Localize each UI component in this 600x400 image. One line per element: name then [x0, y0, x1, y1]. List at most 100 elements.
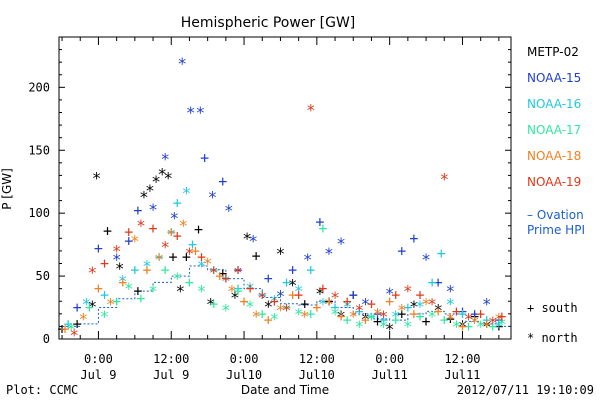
data-point-metp-02: +	[470, 307, 479, 325]
x-tick-label-date: Jul 9	[153, 368, 189, 382]
data-point-noaa-17: *	[148, 282, 158, 301]
data-point-metp-02: +	[218, 265, 227, 283]
x-tick-label-time: 12:00	[444, 352, 480, 366]
data-point-noaa-17: +	[112, 292, 121, 310]
data-point-metp-02: +	[422, 312, 431, 330]
data-point-metp-02: *	[385, 319, 395, 338]
y-tick-label: 200	[28, 80, 50, 94]
data-point-noaa-16: *	[470, 313, 480, 332]
data-point-metp-02: *	[433, 301, 443, 320]
data-point-noaa-19: *	[282, 301, 292, 320]
data-point-noaa-15: +	[434, 273, 443, 291]
data-point-noaa-16: *	[294, 282, 304, 301]
legend-item-noaa-15: NOAA-15	[527, 71, 581, 85]
data-point-noaa-16: +	[155, 248, 164, 266]
x-tick-label-time: 12:00	[299, 352, 335, 366]
data-point-noaa-19: *	[306, 100, 316, 119]
data-point-noaa-19: +	[343, 292, 352, 310]
data-point-noaa-19: *	[160, 238, 170, 257]
data-point-metp-02: +	[349, 286, 358, 304]
data-point-noaa-15: +	[94, 239, 103, 257]
data-point-metp-02: +	[373, 312, 382, 330]
data-point-noaa-16: +	[428, 273, 437, 291]
data-point-noaa-19: *	[379, 307, 389, 326]
data-point-metp-02: *	[92, 168, 102, 187]
data-point-noaa-16: *	[81, 294, 91, 313]
data-point-noaa-16: +	[100, 286, 109, 304]
data-point-metp-02: +	[494, 317, 503, 335]
data-point-noaa-15: *	[112, 250, 122, 269]
data-point-noaa-17: *	[66, 319, 76, 338]
data-point-metp-02: *	[163, 168, 173, 187]
legend-item-noaa-19: NOAA-19	[527, 175, 581, 189]
data-point-noaa-16: +	[379, 311, 388, 329]
data-point-noaa-16: *	[494, 317, 504, 336]
data-point-noaa-15: *	[208, 187, 218, 206]
data-point-noaa-17: +	[185, 273, 194, 291]
data-point-noaa-18: *	[251, 307, 261, 326]
data-point-noaa-15: +	[349, 286, 358, 304]
data-point-noaa-16: +	[458, 305, 467, 323]
data-point-noaa-19: +	[270, 292, 279, 310]
data-point-noaa-19: +	[246, 280, 255, 298]
y-tick-label: 50	[36, 269, 50, 283]
data-point-noaa-16: *	[367, 309, 377, 328]
data-point-noaa-16: +	[437, 244, 446, 262]
data-point-noaa-15: *	[421, 250, 431, 269]
data-point-noaa-18: *	[421, 294, 431, 313]
data-point-noaa-19: *	[403, 282, 413, 301]
data-point-noaa-16: +	[355, 302, 364, 320]
data-point-noaa-18: +	[434, 302, 443, 320]
data-point-metp-02: *	[151, 172, 161, 191]
data-point-noaa-18: +	[61, 320, 70, 338]
data-point-noaa-17: +	[440, 311, 449, 329]
legend: METP-02 NOAA-15 NOAA-16 NOAA-17 NOAA-18 NOAA-…	[527, 45, 581, 189]
data-point-noaa-19: +	[391, 286, 400, 304]
data-point-noaa-15: *	[148, 200, 158, 219]
data-point-metp-02: +	[252, 247, 261, 265]
data-point-noaa-15: *	[276, 287, 286, 306]
data-point-noaa-17: +	[209, 295, 218, 313]
data-point-noaa-17: *	[403, 317, 413, 336]
data-point-metp-02: +	[133, 282, 142, 300]
data-point-noaa-16: *	[142, 257, 152, 276]
data-point-noaa-17: *	[172, 269, 182, 288]
data-point-noaa-18: +	[240, 292, 249, 310]
data-point-noaa-17: *	[452, 317, 462, 336]
data-point-noaa-18: *	[494, 309, 504, 328]
data-point-noaa-18: +	[482, 315, 491, 333]
data-point-noaa-18: +	[361, 311, 370, 329]
x-tick-label-time: 12:00	[153, 352, 189, 366]
data-point-noaa-19: +	[452, 302, 461, 320]
data-point-noaa-18: *	[106, 294, 116, 313]
data-points: + +**+*+*****+*++*+**+***+* +*+* + *+ *+* + *+*…	[58, 54, 507, 345]
data-point-noaa-16: *	[446, 294, 456, 313]
x-tick-label-time: 0:00	[84, 352, 113, 366]
data-point-noaa-16: *	[318, 294, 328, 313]
data-point-noaa-16: *	[342, 297, 352, 316]
data-point-noaa-19: *	[488, 313, 498, 332]
data-point-noaa-16: *	[166, 225, 176, 244]
data-point-metp-02: *	[276, 244, 286, 263]
data-point-noaa-16: +	[482, 311, 491, 329]
data-point-noaa-17: *	[330, 304, 340, 323]
data-point-metp-02: *	[139, 187, 149, 206]
x-tick-label-time: 0:00	[230, 352, 259, 366]
y-tick-label: 150	[28, 143, 50, 157]
data-point-noaa-19: +	[221, 270, 230, 288]
data-point-noaa-19: *	[136, 216, 146, 235]
data-point-noaa-19: +	[197, 248, 206, 266]
data-point-noaa-16: +	[173, 194, 182, 212]
plot-timestamp: 2012/07/11 19:10:09	[457, 383, 594, 397]
data-point-metp-02: *	[145, 181, 155, 200]
data-point-metp-02: *	[288, 275, 298, 294]
data-point-noaa-17: *	[100, 307, 110, 326]
data-point-noaa-15: *	[224, 201, 234, 220]
data-point-noaa-17: +	[233, 282, 242, 300]
data-point-noaa-15: +	[458, 302, 467, 320]
data-point-metp-02: *	[482, 317, 492, 336]
y-axis-label: P [GW]	[0, 168, 14, 210]
data-point-metp-02: *	[88, 297, 98, 316]
data-point-noaa-15: +	[200, 149, 209, 167]
